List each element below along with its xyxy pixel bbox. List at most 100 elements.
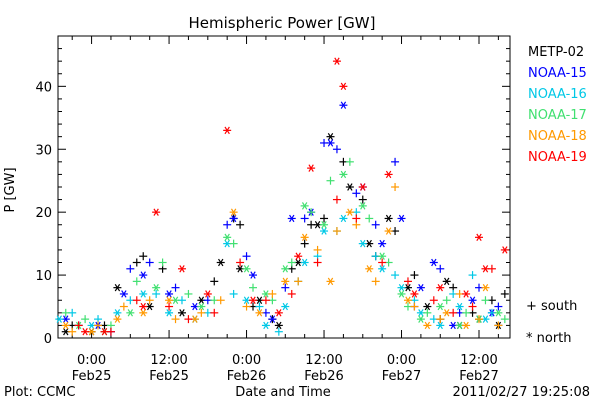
- legend-entry: NOAA-15: [528, 66, 587, 81]
- south-point: [158, 258, 167, 267]
- marker-legend: + south * north: [526, 299, 577, 346]
- north-point: [113, 309, 122, 317]
- north-point: [100, 327, 109, 336]
- south-point: [436, 264, 445, 273]
- x-axis-label: Date and Time: [235, 385, 331, 400]
- south-point: [171, 315, 180, 324]
- south-point: [410, 271, 419, 280]
- south-point: [300, 239, 309, 248]
- north-point: [139, 302, 148, 311]
- north-point: [177, 265, 186, 273]
- north-point: [268, 315, 277, 323]
- north-point: [203, 290, 212, 298]
- north-point: [139, 290, 148, 298]
- south-point: [274, 327, 283, 336]
- south-point: [500, 289, 509, 298]
- north-point: [152, 283, 161, 292]
- north-point: [326, 132, 335, 141]
- south-point: [184, 289, 193, 298]
- south-point: [332, 145, 341, 154]
- south-point: [449, 308, 458, 317]
- y-tick-label: 20: [35, 206, 52, 221]
- north-point: [281, 277, 290, 286]
- south-point: [210, 308, 219, 317]
- north-point: [300, 258, 309, 267]
- north-point: [223, 126, 232, 135]
- x-tick-time-label: 0:00: [387, 353, 416, 368]
- north-point: [397, 290, 406, 298]
- north-point: [119, 290, 128, 298]
- north-point: [249, 271, 258, 279]
- south-point: [313, 245, 322, 254]
- north-point: [326, 139, 335, 147]
- south-point: [352, 214, 361, 223]
- south-point: [365, 214, 374, 223]
- y-tick-label: 0: [44, 332, 52, 347]
- south-point: [287, 289, 296, 298]
- north-point: [242, 265, 251, 273]
- legend-entry: NOAA-17: [528, 108, 587, 123]
- north-point: [320, 227, 329, 235]
- north-point: [436, 302, 445, 311]
- south-point: [152, 289, 161, 298]
- north-point: [423, 321, 432, 330]
- legend-entry: METP-02: [528, 45, 584, 60]
- south-point: [475, 315, 484, 324]
- south-point: [436, 315, 445, 324]
- south-point: [481, 296, 490, 305]
- north-point: [281, 265, 290, 273]
- south-point: [332, 195, 341, 204]
- plot-credit: Plot: CCMC: [4, 385, 75, 400]
- south-point: [468, 302, 477, 311]
- north-point: [358, 183, 367, 191]
- north-point: [249, 296, 258, 304]
- x-tick-time-label: 12:00: [460, 353, 497, 368]
- south-point: [184, 315, 193, 324]
- north-point: [468, 296, 477, 304]
- legend-entry: NOAA-16: [528, 87, 587, 102]
- north-point: [326, 277, 335, 286]
- north-point: [397, 214, 406, 223]
- north-point: [81, 327, 90, 336]
- south-point: [410, 302, 419, 311]
- north-point: [384, 170, 393, 179]
- north-point: [113, 315, 122, 323]
- x-tick-time-label: 12:00: [305, 353, 342, 368]
- south-point: [145, 258, 154, 267]
- north-point: [177, 309, 186, 317]
- north-point: [126, 309, 135, 317]
- legend: METP-02 NOAA-15 NOAA-16 NOAA-17 NOAA-18 NOAA-…: [528, 45, 587, 165]
- south-point: [287, 258, 296, 267]
- south-point: [378, 258, 387, 267]
- south-point: [132, 277, 141, 286]
- south-point: [236, 220, 245, 229]
- north-point: [332, 57, 341, 65]
- south-point: [429, 296, 438, 305]
- south-point: [165, 302, 174, 311]
- north-point: [365, 265, 374, 273]
- north-point: [165, 309, 174, 317]
- south-point: [371, 220, 380, 229]
- x-tick-date-label: Feb25: [72, 369, 112, 384]
- plot-frame: [57, 35, 511, 339]
- north-point: [378, 239, 387, 248]
- north-point: [339, 170, 348, 179]
- north-point: [300, 233, 309, 242]
- timestamp: 2011/02/27 19:25:08: [453, 385, 590, 400]
- x-tick-date-label: Feb26: [304, 369, 344, 384]
- north-point: [320, 221, 329, 229]
- south-point: [229, 239, 238, 248]
- south-point: [74, 321, 83, 330]
- y-tick-label: 10: [35, 269, 52, 284]
- north-point: [216, 258, 225, 267]
- south-point: [197, 308, 206, 317]
- south-point: [326, 176, 335, 185]
- north-point: [358, 202, 367, 210]
- south-point: [119, 302, 128, 311]
- north-point: [403, 296, 412, 304]
- south-point: [255, 302, 264, 311]
- south-point: [468, 271, 477, 280]
- south-point: [313, 258, 322, 267]
- north-point: [384, 227, 393, 235]
